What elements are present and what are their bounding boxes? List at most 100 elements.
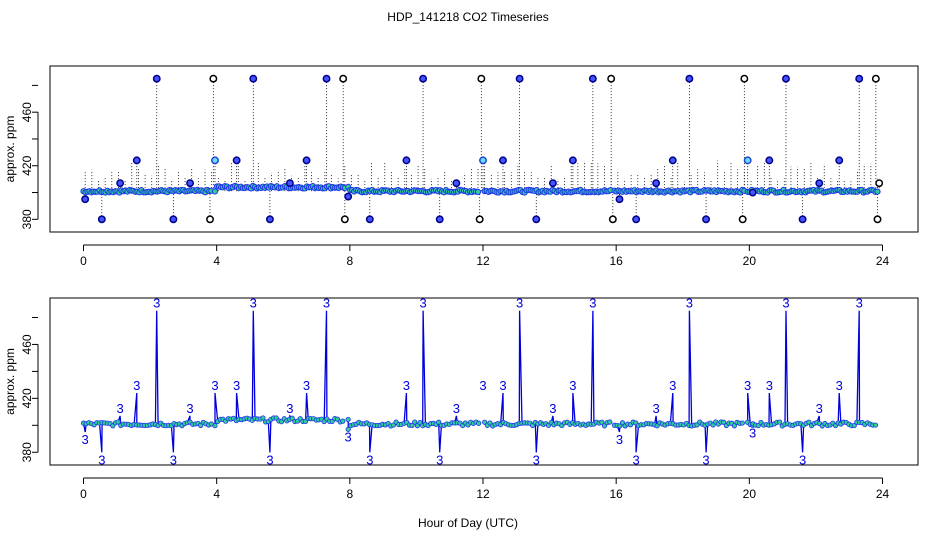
data-point <box>152 74 161 83</box>
point-label: 3 <box>499 378 506 393</box>
point-label: 3 <box>516 296 523 311</box>
data-point <box>685 74 694 83</box>
point-label: 3 <box>744 378 751 393</box>
data-point <box>344 192 353 201</box>
data-point <box>249 74 258 83</box>
point-label: 3 <box>766 378 773 393</box>
series-line <box>347 310 479 453</box>
data-point <box>608 215 617 224</box>
point-label: 3 <box>345 429 352 444</box>
data-point <box>474 188 482 195</box>
point-label: 3 <box>816 401 823 416</box>
data-point <box>871 74 880 83</box>
data-point <box>702 215 711 224</box>
chart-title: HDP_141218 CO2 Timeseries <box>387 10 549 24</box>
point-label: 3 <box>266 452 273 467</box>
data-point <box>731 423 737 429</box>
data-point <box>798 215 807 224</box>
data-point <box>340 215 349 224</box>
data-point <box>232 156 241 165</box>
data-point <box>340 418 346 424</box>
point-label: 3 <box>686 296 693 311</box>
data-point <box>599 419 605 425</box>
data-point <box>588 74 597 83</box>
data-point <box>476 420 482 426</box>
data-point <box>739 420 745 426</box>
data-point <box>874 188 881 195</box>
y-tick-label: 380 <box>20 209 34 229</box>
data-point <box>169 215 178 224</box>
point-label: 3 <box>323 296 330 311</box>
point-label: 3 <box>403 378 410 393</box>
data-point <box>782 74 790 83</box>
point-label: 3 <box>153 296 160 311</box>
data-point <box>412 419 418 425</box>
point-label: 3 <box>479 378 486 393</box>
point-label: 3 <box>82 432 89 447</box>
data-point <box>475 215 484 224</box>
data-point <box>211 188 219 195</box>
data-point <box>777 419 783 425</box>
point-label: 3 <box>633 452 640 467</box>
data-point <box>765 156 774 165</box>
x-tick-label: 12 <box>476 254 490 268</box>
x-axis-label: Hour of Day (UTC) <box>417 516 518 530</box>
point-label: 3 <box>233 378 240 393</box>
data-point <box>738 215 747 224</box>
point-label: 3 <box>303 378 310 393</box>
data-point <box>873 215 882 224</box>
data-point <box>289 415 295 421</box>
data-point <box>81 195 90 204</box>
point-label: 3 <box>211 378 218 393</box>
x-tick-label: 8 <box>346 487 353 501</box>
data-point <box>452 179 461 188</box>
data-point <box>743 156 752 165</box>
y-tick-label: 460 <box>20 334 34 354</box>
data-point <box>206 215 214 224</box>
x-tick-label: 20 <box>743 254 757 268</box>
panel-1-frame <box>49 65 919 233</box>
point-label: 3 <box>366 452 373 467</box>
point-label: 3 <box>133 378 140 393</box>
y-tick-label: 420 <box>20 155 34 175</box>
x-tick-label: 4 <box>213 254 220 268</box>
point-label: 3 <box>533 452 540 467</box>
data-point <box>532 215 541 224</box>
x-tick-label: 12 <box>476 487 490 501</box>
data-point <box>345 426 351 432</box>
data-point <box>652 179 661 188</box>
y-tick-label: 420 <box>20 388 34 408</box>
data-point <box>515 74 524 83</box>
data-point <box>409 422 415 428</box>
data-point <box>477 74 486 83</box>
point-label: 3 <box>589 296 596 311</box>
x-tick-label: 8 <box>346 254 353 268</box>
point-label: 3 <box>250 296 257 311</box>
data-point <box>260 415 266 421</box>
data-point <box>607 74 616 83</box>
point-label: 3 <box>286 401 293 416</box>
data-point <box>302 156 311 165</box>
y-tick-label: 460 <box>20 102 34 122</box>
data-point <box>479 156 487 165</box>
point-label: 3 <box>569 378 576 393</box>
data-point <box>548 179 557 188</box>
data-point <box>186 179 194 188</box>
point-label: 3 <box>419 296 426 311</box>
data-point <box>632 215 641 224</box>
point-label: 3 <box>702 452 709 467</box>
point-label: 3 <box>652 401 659 416</box>
data-point <box>435 215 444 224</box>
x-tick-label: 24 <box>876 254 890 268</box>
data-point <box>322 74 331 83</box>
data-point <box>345 416 351 423</box>
series-line <box>82 310 212 453</box>
point-label: 3 <box>117 401 124 416</box>
x-tick-label: 0 <box>80 254 87 268</box>
data-point <box>568 156 577 165</box>
data-point <box>872 422 879 428</box>
series-line <box>614 310 743 453</box>
data-point <box>116 179 125 188</box>
data-point <box>402 156 411 165</box>
